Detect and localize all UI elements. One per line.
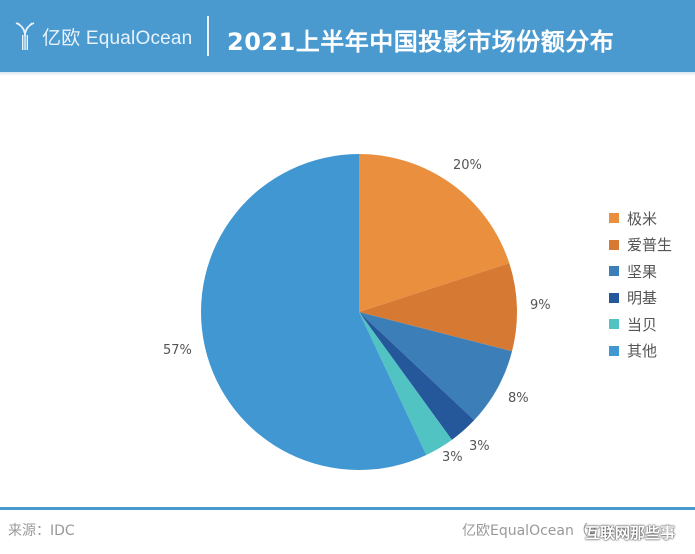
watermark: 互联网那些事	[585, 524, 676, 542]
legend-item: 爱普生	[609, 232, 672, 259]
logo-text: 亿欧 EqualOcean	[42, 27, 193, 49]
pie-slice-5	[201, 154, 427, 470]
chart-title: 2021上半年中国投影市场份额分布	[227, 28, 615, 56]
pct-label-others: 57%	[163, 343, 192, 358]
legend-item: 明基	[609, 285, 672, 312]
legend-item: 当贝	[609, 311, 672, 338]
legend-label: 坚果	[627, 262, 658, 281]
pct-label-epson: 9%	[530, 298, 551, 313]
legend-label: 其他	[627, 342, 658, 361]
legend-swatch	[609, 266, 619, 277]
pie-slice-4	[359, 312, 452, 455]
legend-label: 当贝	[627, 315, 658, 334]
pie-slice-0	[359, 154, 510, 312]
legend-swatch	[609, 292, 619, 303]
legend-item: 坚果	[609, 258, 672, 285]
legend-swatch	[609, 213, 619, 224]
legend-swatch	[609, 345, 619, 356]
pie-slice-3	[359, 312, 475, 440]
legend: 极米 爱普生 坚果 明基 当贝 其他	[609, 205, 672, 364]
legend-label: 爱普生	[627, 236, 673, 255]
pct-label-benq: 3%	[469, 439, 490, 454]
pct-label-nut: 8%	[508, 391, 529, 406]
source-text: 来源：IDC	[8, 523, 75, 539]
credit-text: 亿欧EqualOcean（v	[462, 523, 597, 539]
equalocean-logo-icon	[15, 22, 35, 50]
footer-divider	[0, 507, 695, 510]
pct-label-dangbei: 3%	[442, 450, 463, 465]
legend-swatch	[609, 239, 619, 250]
legend-swatch	[609, 319, 619, 330]
legend-label: 极米	[627, 209, 658, 228]
pie-slice-2	[359, 312, 513, 421]
pct-label-jimi: 20%	[453, 158, 482, 173]
header-divider	[207, 16, 209, 56]
legend-item: 极米	[609, 205, 672, 232]
header-bar: 亿欧 EqualOcean 2021上半年中国投影市场份额分布	[0, 0, 695, 72]
legend-label: 明基	[627, 289, 658, 308]
header-shadow	[0, 72, 695, 76]
legend-item: 其他	[609, 338, 672, 365]
equalocean-logo: 亿欧 EqualOcean	[14, 18, 192, 54]
pie-slice-1	[359, 263, 517, 352]
